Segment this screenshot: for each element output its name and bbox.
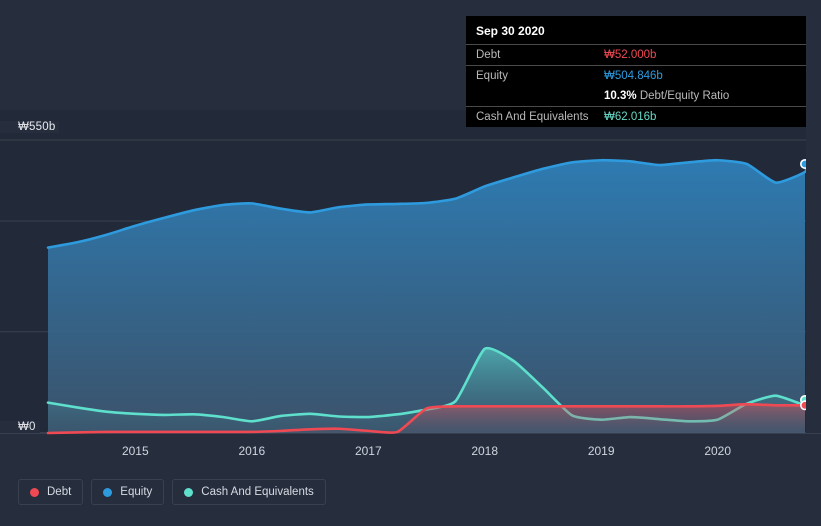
- legend-label: Debt: [47, 486, 72, 498]
- plot-right-mask: [806, 110, 821, 433]
- tooltip-label-cash: Cash And Equivalents: [476, 111, 589, 123]
- tooltip-ratio: 10.3% Debt/Equity Ratio: [604, 90, 729, 102]
- legend-label: Equity: [120, 486, 153, 498]
- x-axis-tick-2015: 2015: [121, 444, 149, 458]
- equity-area: [48, 160, 807, 433]
- equity-line: [46, 158, 808, 249]
- tooltip-row-ratio: 10.3% Debt/Equity Ratio: [466, 86, 806, 106]
- x-axis-tick-2020: 2020: [704, 444, 732, 458]
- legend-dot-icon: [184, 487, 194, 497]
- tooltip-row-debt: Debt ₩52.000b: [466, 44, 806, 65]
- y-axis-top-label: ₩550b: [0, 121, 60, 133]
- legend: Debt Equity Cash And Equivalents: [18, 479, 326, 505]
- plot-area[interactable]: [0, 0, 821, 470]
- tooltip-row-cash: Cash And Equivalents ₩62.016b: [466, 106, 806, 127]
- legend-dot-icon: [30, 487, 39, 497]
- tooltip-value-equity: ₩504.846b: [604, 70, 663, 82]
- tooltip-ratio-label: Debt/Equity Ratio: [639, 90, 730, 102]
- tooltip-value-debt: ₩52.000b: [604, 49, 657, 61]
- x-axis-tick-2018: 2018: [471, 444, 499, 458]
- tooltip-date: Sep 30 2020: [476, 24, 545, 38]
- legend-item-debt[interactable]: Debt: [18, 479, 84, 505]
- legend-dot-icon: [103, 487, 113, 497]
- tooltip-row-equity: Equity ₩504.846b: [466, 65, 806, 86]
- debt-area: [48, 404, 805, 433]
- x-axis-tick-2017: 2017: [354, 444, 382, 458]
- x-axis-labels: 2015 2016 2017 2018 2019 2020: [0, 444, 821, 464]
- tooltip-ratio-value: 10.3%: [604, 90, 637, 102]
- tooltip-value-cash: ₩62.016b: [604, 111, 657, 123]
- x-axis-tick-2019: 2019: [587, 444, 615, 458]
- y-axis-zero-label: ₩0: [0, 421, 40, 433]
- debt-line: [46, 402, 807, 435]
- legend-item-cash-and-equivalents[interactable]: Cash And Equivalents: [172, 479, 326, 505]
- tooltip-label-debt: Debt: [476, 49, 501, 61]
- legend-label: Cash And Equivalents: [201, 486, 314, 498]
- legend-item-equity[interactable]: Equity: [91, 479, 165, 505]
- tooltip-label-equity: Equity: [476, 70, 508, 82]
- x-axis-tick-2016: 2016: [238, 444, 266, 458]
- plot-svg: [0, 110, 821, 435]
- tooltip: Sep 30 2020 Debt ₩52.000b Equity ₩504.84…: [466, 16, 806, 127]
